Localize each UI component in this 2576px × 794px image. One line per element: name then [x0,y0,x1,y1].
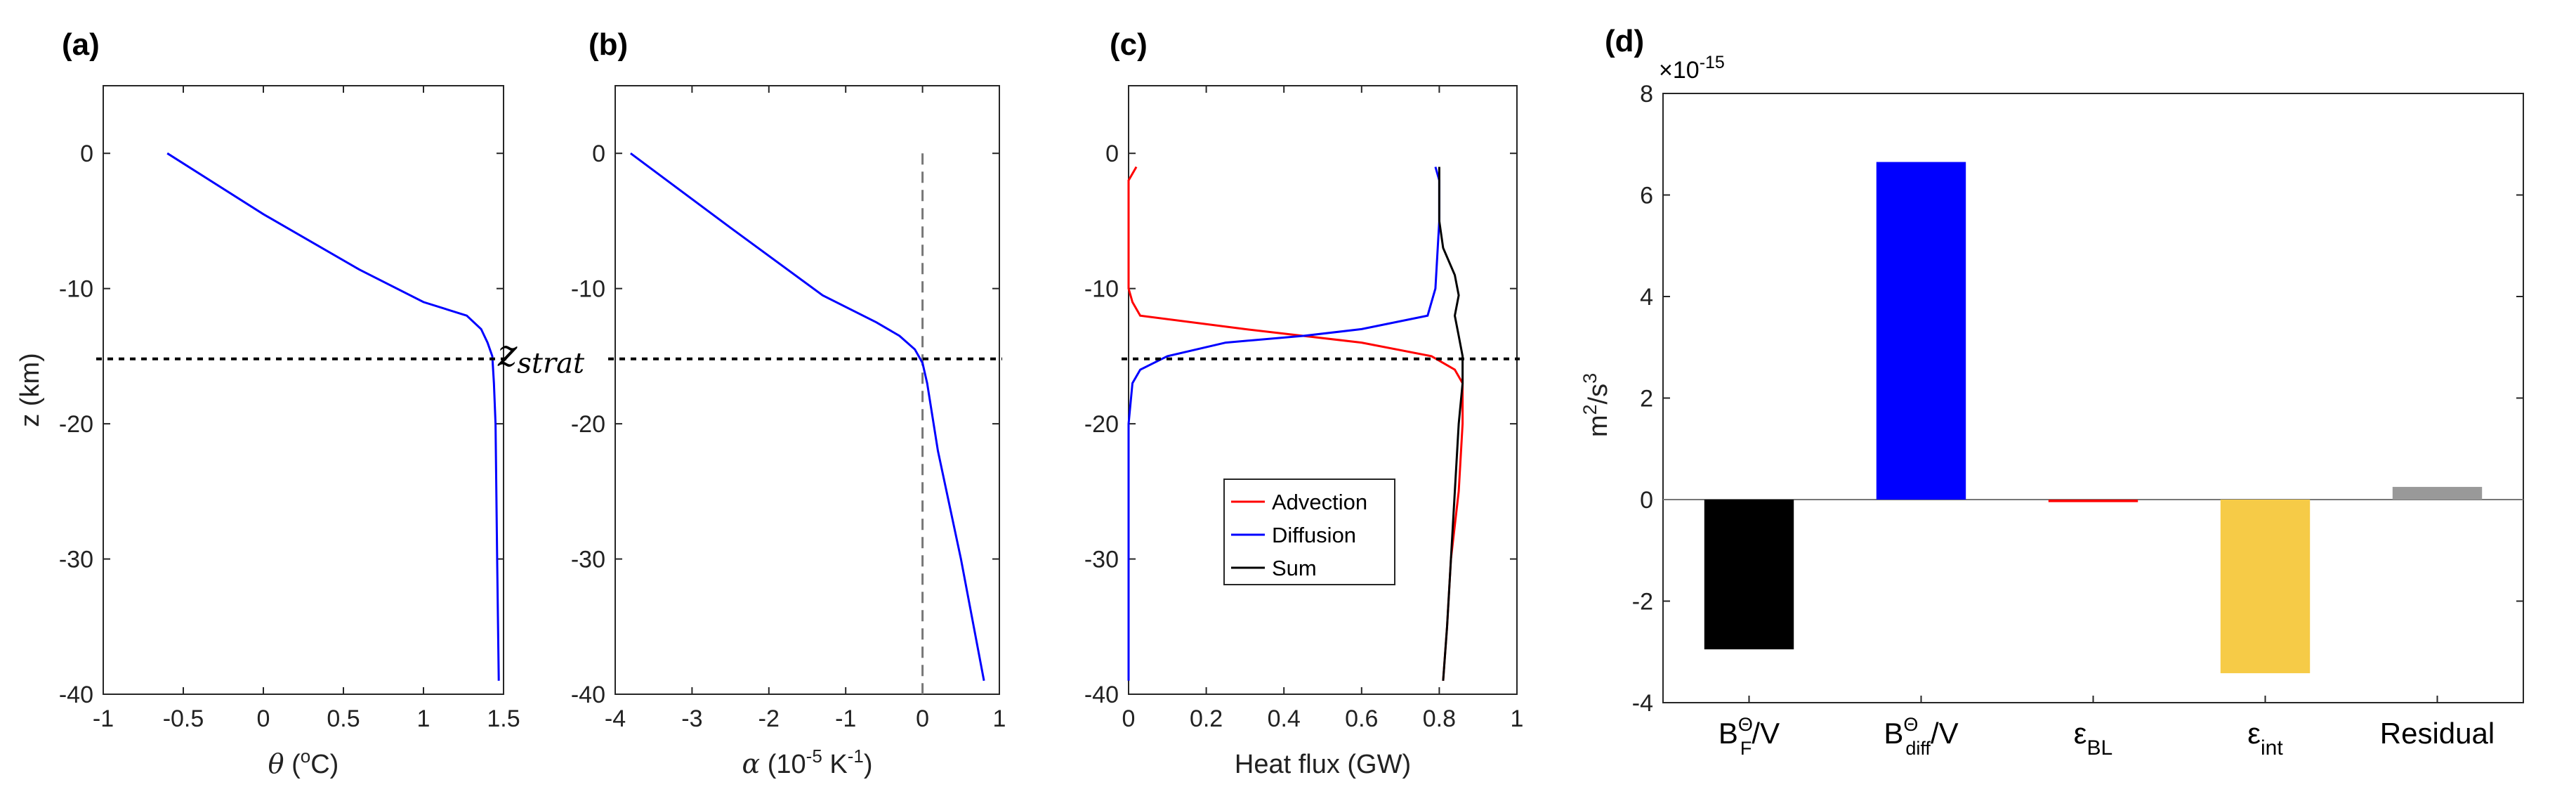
panel-label: (c) [1110,27,1148,62]
y-tick-label: -2 [1632,589,1653,616]
z-strat-annotation: zstrat [497,333,585,380]
x-tick-label: -3 [681,705,702,732]
series-line-alpha [630,152,985,682]
x-tick-label: 1.5 [487,705,520,732]
legend-label-sum: Sum [1272,556,1317,580]
y-tick-label: -40 [571,682,605,708]
y-tick-label: 8 [1640,81,1653,108]
y-tick-label: -40 [59,682,93,708]
x-tick-label: -0.5 [163,705,204,732]
y-tick-label: -4 [1632,690,1653,717]
category-label: Residual [2380,717,2495,750]
bar-2 [2048,500,2138,502]
y-tick-label: -30 [1084,547,1119,573]
x-tick-label: 0.2 [1190,705,1223,732]
x-axis-label: α (10-5 K-1) [742,746,873,779]
panel-label: (d) [1605,24,1644,58]
y-tick-label: -40 [1084,682,1119,708]
y-tick-label: 0 [592,141,605,167]
y-tick-label: -20 [59,411,93,438]
y-tick-label: -30 [59,547,93,573]
y-tick-label: -10 [571,276,605,303]
y-tick-label: -10 [59,276,93,303]
y-tick-label: 6 [1640,183,1653,209]
x-tick-label: 0.4 [1268,705,1301,732]
axes-frame [1662,93,2524,703]
bar-4 [2392,486,2483,500]
y-axis-label: z (km) [15,353,45,427]
category-label: εint [2247,717,2283,760]
y-axis-label: m2/s3 [1579,373,1613,437]
legend-label-diffusion: Diffusion [1272,523,1356,547]
panel-d: (d) ×10-15 -4 -2 0 2 4 6 8 m2/s3 BΘ F/V BΘ diff/V εBL ε… [1579,24,2524,760]
x-axis-label: θ (oC) [268,746,339,779]
panel-label: (b) [589,27,628,62]
panel-c: (c) 0 0.2 0.4 0.6 0.8 1 0 -10 -20 -30 -40 Heat flux … [1084,27,1524,779]
y-tick-label: 0 [80,141,93,167]
x-tick-label: 0.5 [327,705,360,732]
x-tick-label: 0 [257,705,270,732]
axes-frame [1128,85,1518,695]
bar-1 [1876,162,1966,500]
x-tick-label: 1 [1511,705,1524,732]
axes-frame [103,85,504,695]
axes-frame [615,85,1000,695]
series-line-theta [166,152,500,681]
y-tick-label: -30 [571,547,605,573]
bar-3 [2220,500,2311,674]
series-line-sum [1438,167,1464,681]
x-tick-label: -1 [93,705,114,732]
x-axis-label: Heat flux (GW) [1235,750,1411,779]
x-tick-label: 1 [993,705,1006,732]
y-tick-label: -20 [571,411,605,438]
series-line-advection [1127,166,1464,681]
x-tick-label: 0 [1122,705,1136,732]
y-tick-label: 2 [1640,386,1653,412]
x-tick-label: -4 [605,705,626,732]
category-label: BΘ F/V [1719,714,1780,759]
x-tick-label: 0.6 [1345,705,1378,732]
panel-b: (b)-4 -3 -2 -1 0 10-10-20-30-40α (10-5 K-1)zs… [497,27,1006,779]
y-tick-label: -10 [1084,276,1119,303]
y-tick-label: -20 [1084,411,1119,438]
x-tick-label: -1 [835,705,856,732]
panel-label: (a) [62,27,100,62]
y-tick-label: 0 [1105,141,1119,167]
x-tick-label: 0 [916,705,929,732]
y-tick-label: 4 [1640,284,1653,311]
legend-label-advection: Advection [1272,490,1367,514]
x-tick-label: -2 [758,705,780,732]
scale-label: ×10-15 [1659,53,1725,84]
series-line-diffusion [1127,167,1440,681]
x-tick-label: 1 [417,705,431,732]
category-label: BΘ diff/V [1884,714,1958,759]
panel-a: (a) -1 -0.5 0 0.5 1 1.5 0 -10 -20 -30 -40 z (km) θ (o… [15,27,520,779]
category-label: εBL [2074,717,2112,760]
x-tick-label: 0.8 [1423,705,1456,732]
bar-0 [1704,500,1794,650]
y-tick-label: 0 [1640,487,1653,514]
